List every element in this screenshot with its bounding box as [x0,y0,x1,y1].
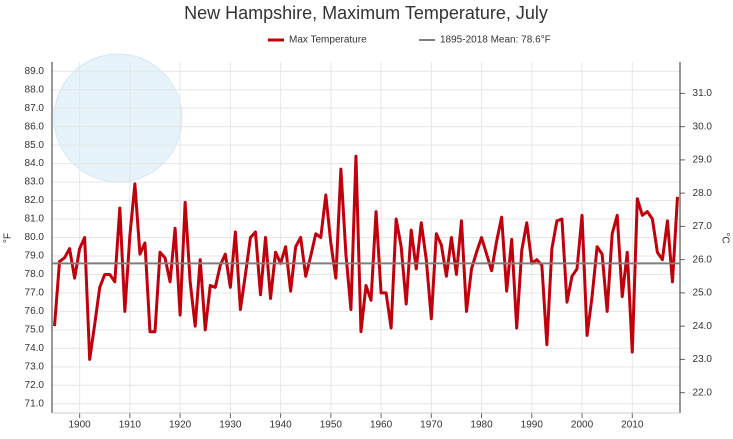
x-tick-label: 1910 [119,420,142,431]
x-tick-label: 1970 [420,420,443,431]
y-tick-label: 82.0 [25,195,45,206]
y-tick-label: 73.0 [25,361,45,372]
x-tick-label: 1900 [69,420,92,431]
y-tick-label: 79.0 [25,251,45,262]
y2-tick-label: 24.0 [693,321,713,332]
y-tick-label: 86.0 [25,121,45,132]
x-tick-label: 2010 [621,420,644,431]
y2-tick-label: 30.0 [693,121,713,132]
x-tick-label: 2000 [571,420,594,431]
y-tick-label: 89.0 [25,66,45,77]
y-tick-label: 83.0 [25,177,45,188]
y-tick-label: 84.0 [25,158,45,169]
chart-title: New Hampshire, Maximum Temperature, July [184,3,548,23]
x-tick-label: 1920 [169,420,192,431]
x-tick-label: 1930 [219,420,242,431]
y-axis-label: °F [3,233,14,243]
y2-tick-label: 23.0 [693,354,713,365]
y-tick-label: 75.0 [25,325,45,336]
y-tick-label: 87.0 [25,103,45,114]
legend-label: Max Temperature [289,35,367,46]
y2-tick-label: 29.0 [693,155,713,166]
logo-watermark [53,53,183,183]
y-tick-label: 71.0 [25,398,45,409]
y-tick-label: 74.0 [25,343,45,354]
x-tick-label: 1990 [521,420,544,431]
x-tick-label: 1950 [320,420,343,431]
y-tick-label: 77.0 [25,288,45,299]
y2-tick-label: 28.0 [693,188,713,199]
data-line [53,154,679,361]
legend-label: 1895-2018 Mean: 78.6°F [440,35,551,46]
y2-tick-label: 22.0 [693,387,713,398]
y-tick-label: 76.0 [25,306,45,317]
x-tick-label: 1960 [370,420,393,431]
y-tick-label: 85.0 [25,140,45,151]
x-tick-label: 1980 [470,420,493,431]
y2-tick-label: 26.0 [693,254,713,265]
y-tick-label: 72.0 [25,380,45,391]
y-tick-label: 88.0 [25,84,45,95]
y2-tick-label: 31.0 [693,88,713,99]
y2-tick-label: 27.0 [693,221,713,232]
y-tick-label: 78.0 [25,269,45,280]
y-tick-label: 81.0 [25,214,45,225]
y2-tick-label: 25.0 [693,288,713,299]
y-tick-label: 80.0 [25,232,45,243]
y2-axis-label: °C [719,232,730,243]
x-tick-label: 1940 [269,420,292,431]
